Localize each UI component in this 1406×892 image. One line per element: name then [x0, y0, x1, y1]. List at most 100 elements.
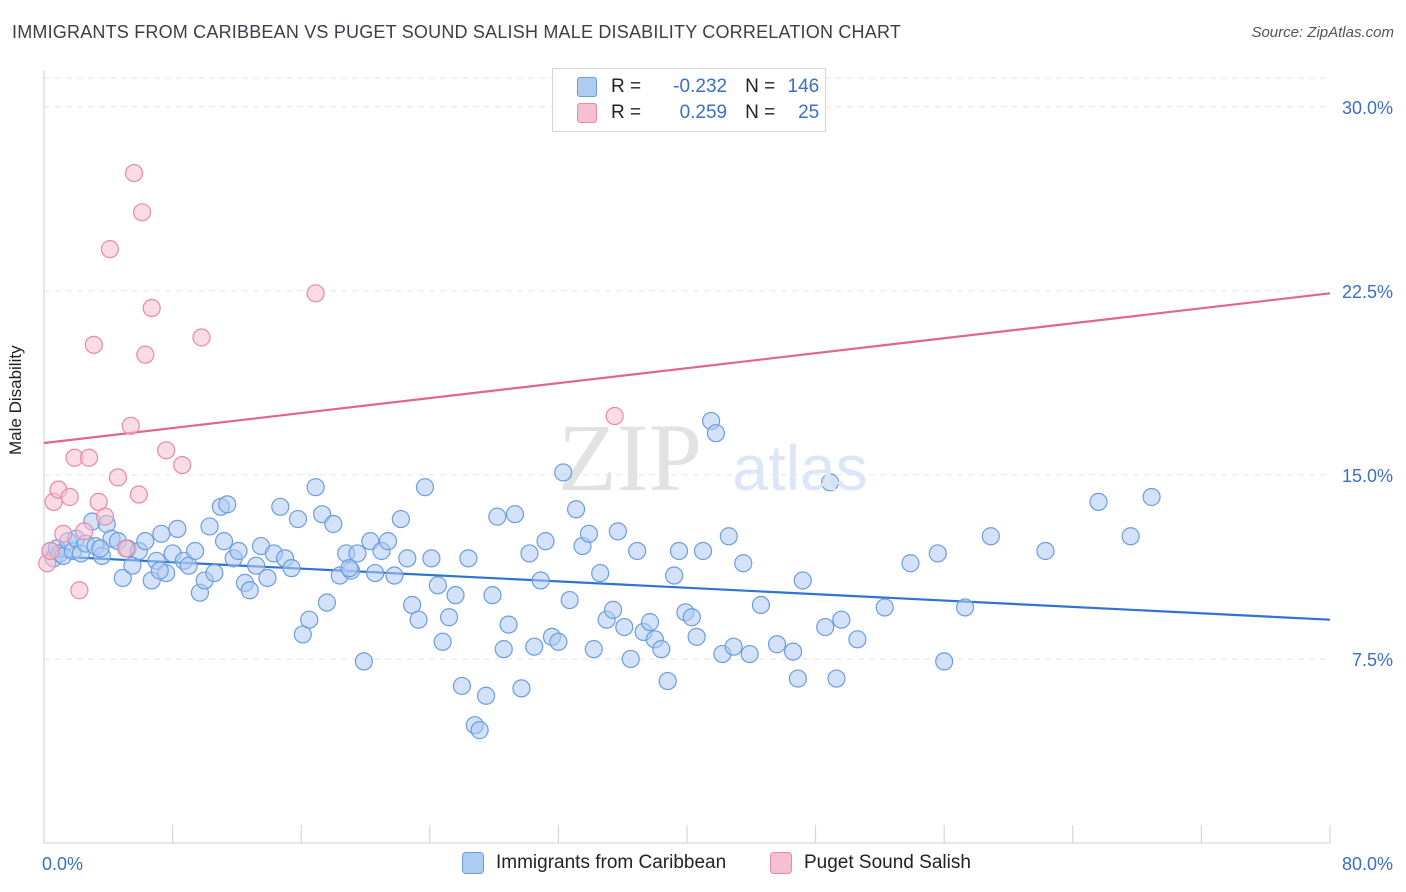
point-caribbean — [740, 644, 759, 664]
point-caribbean — [640, 613, 660, 632]
y-tick-label: 15.0% — [1342, 466, 1393, 486]
point-caribbean — [378, 532, 398, 551]
point-salish — [132, 203, 152, 222]
point-caribbean — [734, 554, 753, 573]
caribbean-swatch — [577, 77, 597, 97]
point-caribbean — [205, 563, 224, 583]
point-caribbean — [306, 478, 325, 497]
point-caribbean — [827, 669, 846, 688]
point-caribbean — [820, 473, 840, 492]
point-caribbean — [955, 598, 975, 617]
point-caribbean — [628, 541, 647, 561]
n-value: 25 — [798, 102, 820, 123]
point-caribbean — [300, 610, 319, 629]
point-caribbean — [875, 598, 894, 617]
point-caribbean — [324, 514, 343, 534]
point-caribbean — [282, 559, 301, 578]
point-caribbean — [615, 617, 634, 637]
point-salish — [157, 441, 176, 460]
watermark-atlas: atlas — [732, 432, 867, 504]
legend-row-salish: R = 0.259 N = 25 — [577, 101, 819, 125]
point-salish — [41, 541, 60, 561]
x-tick-label-min: 0.0% — [42, 854, 83, 874]
point-caribbean — [499, 615, 518, 634]
point-caribbean — [591, 563, 610, 583]
legend-label: Immigrants from Caribbean — [496, 852, 727, 873]
point-caribbean — [832, 610, 851, 629]
point-caribbean — [512, 679, 531, 698]
point-caribbean — [385, 566, 404, 585]
point-caribbean — [928, 544, 947, 563]
point-caribbean — [554, 463, 573, 482]
point-salish — [100, 240, 120, 259]
point-caribbean — [767, 635, 787, 654]
point-caribbean — [398, 549, 417, 568]
point-salish — [121, 416, 140, 435]
n-value: 146 — [787, 76, 820, 97]
point-salish — [75, 522, 94, 541]
point-caribbean — [229, 541, 248, 561]
point-caribbean — [687, 627, 706, 646]
point-caribbean — [788, 669, 808, 688]
point-caribbean — [682, 608, 701, 627]
point-caribbean — [783, 642, 803, 661]
point-caribbean — [476, 686, 496, 705]
point-salish — [116, 539, 136, 558]
point-caribbean — [200, 517, 219, 536]
point-salish — [95, 507, 115, 526]
point-caribbean — [1089, 492, 1108, 511]
point-caribbean — [391, 509, 410, 529]
point-salish — [84, 335, 103, 354]
legend-row-caribbean: R = -0.232 N = 146 — [577, 75, 819, 99]
point-salish — [192, 328, 211, 347]
point-caribbean — [348, 544, 367, 563]
point-caribbean — [91, 539, 110, 558]
point-caribbean — [258, 568, 277, 588]
point-caribbean — [459, 549, 478, 568]
point-caribbean — [608, 522, 627, 541]
point-caribbean — [603, 600, 623, 619]
point-caribbean — [422, 549, 441, 568]
point-caribbean — [793, 571, 812, 590]
point-caribbean — [488, 507, 507, 526]
caribbean-swatch — [462, 852, 484, 874]
point-salish — [306, 284, 325, 303]
point-caribbean — [240, 581, 259, 600]
point-caribbean — [1142, 487, 1161, 507]
salish-swatch — [770, 852, 792, 874]
point-salish — [124, 163, 144, 183]
correlation-legend: R = -0.232 N = 146 R = 0.259 N = 25 — [552, 68, 826, 132]
point-salish — [142, 298, 161, 318]
point-caribbean — [470, 721, 489, 740]
point-caribbean — [566, 500, 586, 519]
point-salish — [129, 485, 148, 504]
point-salish — [79, 448, 99, 467]
point-caribbean — [584, 640, 603, 659]
point-caribbean — [901, 554, 920, 573]
point-caribbean — [136, 532, 155, 551]
point-caribbean — [658, 671, 677, 691]
y-tick-label: 22.5% — [1342, 282, 1393, 302]
y-tick-label: 30.0% — [1342, 98, 1393, 118]
point-caribbean — [494, 640, 513, 659]
point-caribbean — [665, 566, 684, 585]
point-caribbean — [520, 544, 539, 563]
point-caribbean — [288, 509, 308, 529]
point-caribbean — [848, 630, 867, 649]
point-caribbean — [669, 541, 689, 561]
point-caribbean — [706, 424, 726, 443]
point-caribbean — [340, 559, 359, 578]
point-caribbean — [152, 524, 171, 543]
point-salish — [70, 581, 89, 600]
point-caribbean — [719, 527, 738, 546]
bottom-legend-caribbean: Immigrants from Caribbean — [462, 852, 726, 874]
point-caribbean — [751, 595, 771, 615]
point-caribbean — [247, 556, 266, 575]
point-caribbean — [186, 541, 205, 561]
point-caribbean — [214, 532, 234, 551]
point-caribbean — [525, 637, 544, 656]
point-salish — [54, 524, 73, 543]
point-caribbean — [483, 586, 502, 605]
point-caribbean — [168, 519, 187, 538]
